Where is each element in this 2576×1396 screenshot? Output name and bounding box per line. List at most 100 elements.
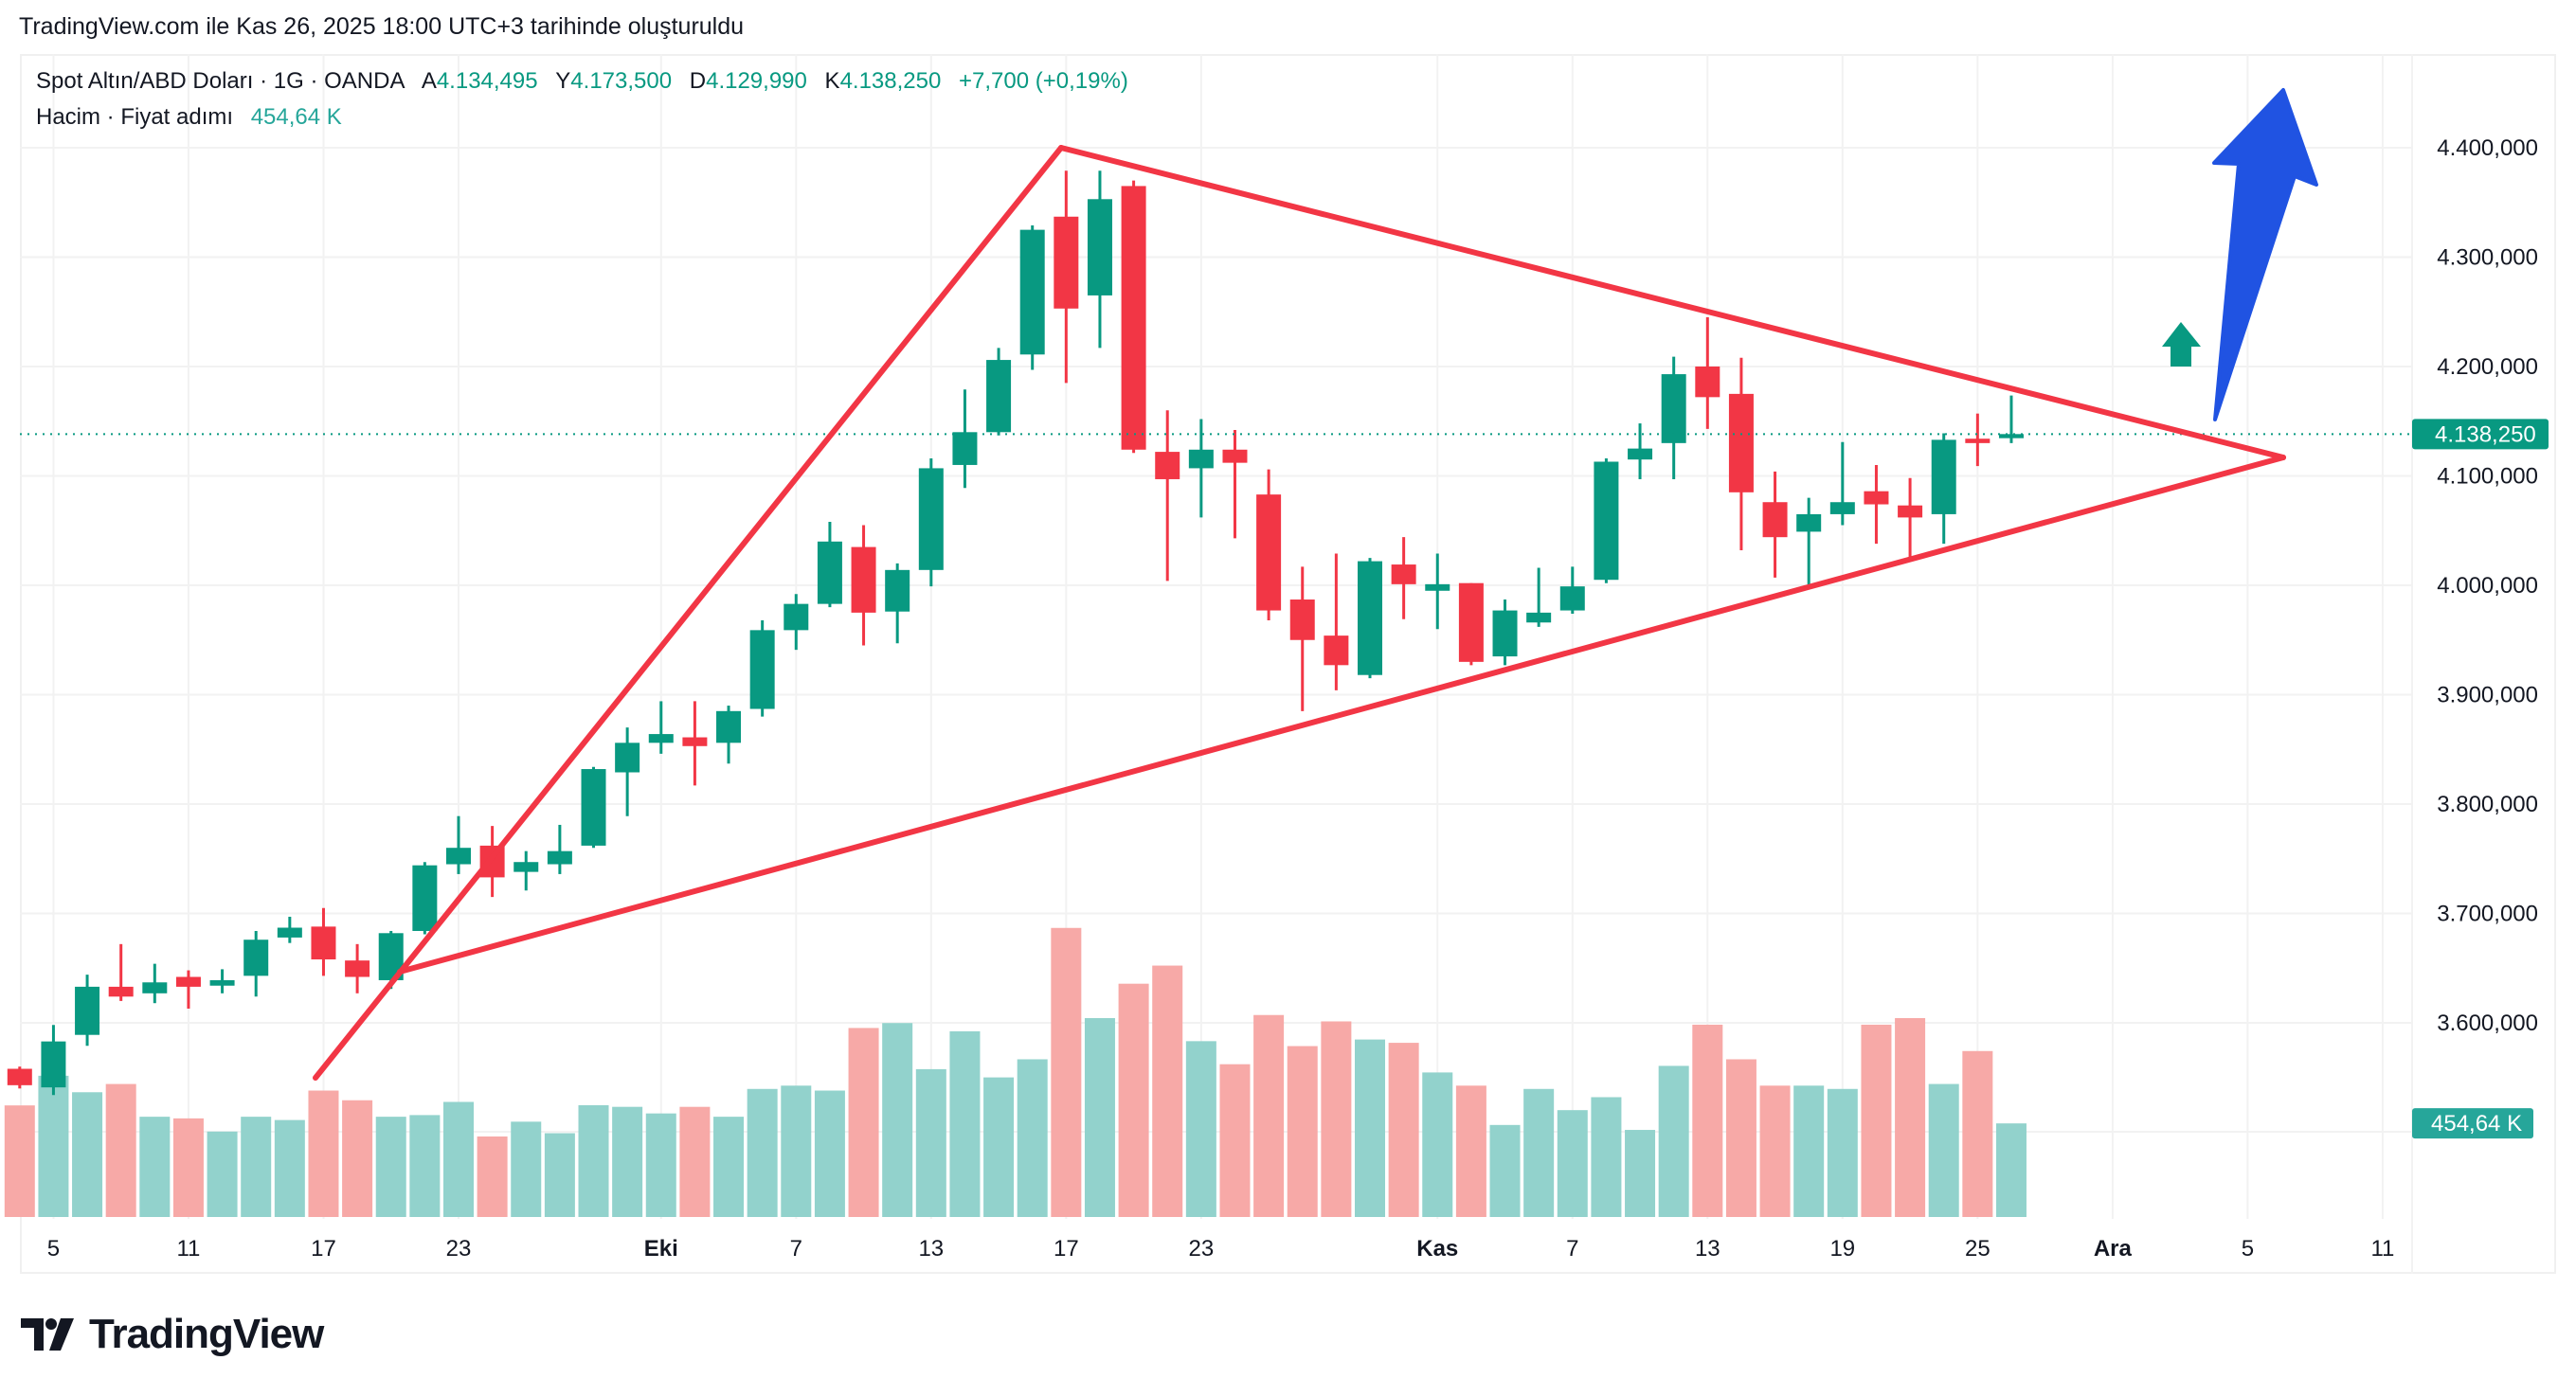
candle[interactable] xyxy=(1864,464,1889,545)
candle[interactable] xyxy=(1425,553,1450,630)
candle[interactable] xyxy=(1829,441,1855,526)
candle[interactable] xyxy=(1054,170,1079,384)
candle[interactable] xyxy=(1391,537,1416,619)
candle[interactable] xyxy=(513,850,539,891)
time-tick-label: 11 xyxy=(2370,1236,2394,1262)
candle[interactable] xyxy=(885,563,910,644)
candle[interactable] xyxy=(445,815,471,874)
candle[interactable] xyxy=(1796,497,1822,588)
time-tick-label: 5 xyxy=(2242,1236,2254,1262)
candle-body xyxy=(1594,461,1619,581)
candle[interactable] xyxy=(784,594,809,651)
candle[interactable] xyxy=(311,907,336,976)
candle[interactable] xyxy=(1324,553,1349,690)
candle[interactable] xyxy=(1594,458,1619,583)
candle[interactable] xyxy=(1188,419,1214,518)
candle[interactable] xyxy=(1559,566,1585,615)
candle[interactable] xyxy=(108,943,134,1001)
candle[interactable] xyxy=(648,701,674,754)
candle[interactable] xyxy=(1998,395,2024,443)
candle-body xyxy=(1965,438,1991,443)
candle[interactable] xyxy=(243,930,269,997)
candle[interactable] xyxy=(1019,225,1045,370)
volume-bar xyxy=(1962,1050,1993,1217)
candle[interactable] xyxy=(1492,600,1518,666)
volume-bar xyxy=(781,1085,812,1217)
candle[interactable] xyxy=(1087,170,1112,349)
candle[interactable] xyxy=(1155,410,1180,582)
change-value: +7,700 (+0,19%) xyxy=(959,68,1128,94)
volume-bar xyxy=(1827,1088,1858,1217)
candle[interactable] xyxy=(1526,567,1552,627)
candle[interactable] xyxy=(1661,356,1686,479)
candle[interactable] xyxy=(75,975,100,1047)
volume-bar xyxy=(1355,1039,1385,1217)
candle[interactable] xyxy=(175,970,201,1009)
candle-body xyxy=(1425,583,1450,591)
candle[interactable] xyxy=(749,619,775,717)
candle[interactable] xyxy=(1358,558,1382,679)
candle-body xyxy=(41,1041,66,1088)
volume-bar xyxy=(1523,1088,1555,1217)
candle-body xyxy=(1864,491,1889,505)
candle[interactable] xyxy=(209,969,235,993)
volume-bar xyxy=(1928,1083,1959,1217)
volume-bar xyxy=(511,1121,542,1217)
candle-body xyxy=(1019,229,1045,355)
volume-bar xyxy=(409,1115,441,1217)
candle[interactable] xyxy=(615,727,640,816)
candle[interactable] xyxy=(918,458,944,587)
candle[interactable] xyxy=(1121,180,1146,454)
candle[interactable] xyxy=(1256,469,1282,620)
candle[interactable] xyxy=(547,824,572,874)
candle-body xyxy=(1728,393,1754,492)
time-tick-label: Ara xyxy=(2094,1236,2133,1262)
volume-title[interactable]: Hacim · Fiyat adımı xyxy=(36,104,234,130)
candle[interactable] xyxy=(1458,582,1484,666)
candle[interactable] xyxy=(1695,317,1720,429)
candle[interactable] xyxy=(952,389,978,489)
volume-bar xyxy=(172,1118,204,1217)
volume-bar xyxy=(375,1117,406,1217)
candle[interactable] xyxy=(716,706,742,764)
candle[interactable] xyxy=(345,943,370,993)
tradingview-logo[interactable]: TradingView xyxy=(21,1311,324,1358)
candle[interactable] xyxy=(581,766,606,849)
candle[interactable] xyxy=(1289,566,1315,711)
candle[interactable] xyxy=(986,348,1012,436)
candle-body xyxy=(1796,513,1822,532)
candle[interactable] xyxy=(1628,423,1653,479)
volume-bar xyxy=(848,1028,879,1217)
volume-bar xyxy=(1725,1059,1756,1217)
volume-bar xyxy=(342,1100,373,1217)
candle[interactable] xyxy=(1965,413,1991,467)
volume-bar xyxy=(1692,1024,1723,1217)
candle[interactable] xyxy=(7,1066,32,1089)
price-tick-label: 3.900,000 xyxy=(2437,683,2538,708)
candle[interactable] xyxy=(1931,433,1956,545)
candle[interactable] xyxy=(682,701,708,786)
close-label: K xyxy=(824,68,840,94)
candle[interactable] xyxy=(277,916,302,943)
volume-bar xyxy=(915,1068,946,1217)
volume-bar xyxy=(1287,1046,1318,1217)
time-tick-label: 11 xyxy=(176,1236,200,1262)
big-up-arrow-icon xyxy=(2212,88,2318,421)
candle[interactable] xyxy=(1762,471,1788,578)
candle[interactable] xyxy=(142,963,168,1004)
candle[interactable] xyxy=(851,525,876,646)
volume-bar xyxy=(1625,1130,1656,1217)
candle[interactable] xyxy=(817,522,842,608)
volume-bar xyxy=(1152,965,1183,1217)
candle[interactable] xyxy=(41,1025,66,1096)
open-value: 4.134,495 xyxy=(436,68,538,94)
candle[interactable] xyxy=(1222,429,1248,539)
symbol-name[interactable]: Spot Altın/ABD Doları · 1G · OANDA xyxy=(36,68,405,94)
candle[interactable] xyxy=(1728,357,1754,551)
time-tick-label: 17 xyxy=(1054,1236,1079,1262)
candle-body xyxy=(885,569,910,612)
candle[interactable] xyxy=(412,862,438,935)
volume-bar xyxy=(747,1088,778,1217)
candle[interactable] xyxy=(1898,477,1923,559)
